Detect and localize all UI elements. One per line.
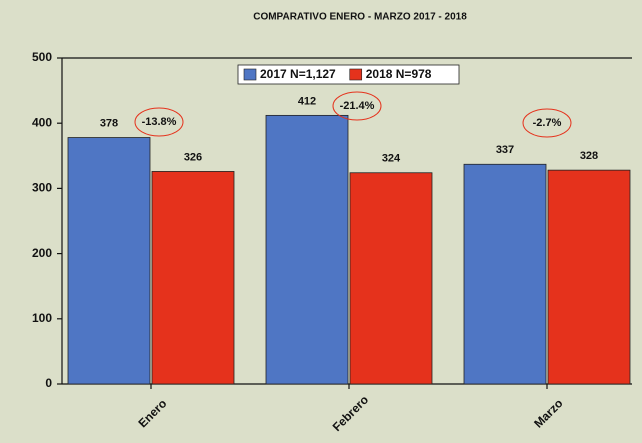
legend-box <box>237 64 460 85</box>
annotation-ellipse <box>134 107 184 137</box>
value-label: 337 <box>496 144 514 156</box>
legend: 2017 N=1,127 2018 N=978 <box>237 64 460 85</box>
value-label: 326 <box>184 151 202 163</box>
annotation-ellipse <box>332 91 382 121</box>
bar <box>463 163 547 385</box>
legend-label: 2018 N=978 <box>366 67 432 81</box>
y-tick-label: 200 <box>32 246 52 260</box>
annotation: -13.8% <box>142 116 177 128</box>
legend-swatch <box>349 68 363 81</box>
legend-swatch <box>243 68 257 81</box>
bar <box>265 114 349 385</box>
value-label: 412 <box>298 95 316 107</box>
y-tick-label: 500 <box>32 50 52 64</box>
annotation-ellipse <box>522 108 572 138</box>
y-tick-label: 100 <box>32 311 52 325</box>
annotation: -2.7% <box>533 117 562 129</box>
y-tick-label: 400 <box>32 115 52 129</box>
legend-label: 2017 N=1,127 <box>260 67 336 81</box>
annotation: -21.4% <box>340 100 375 112</box>
chart-title: COMPARATIVO ENERO - MARZO 2017 - 2018 <box>253 12 467 23</box>
y-tick-label: 300 <box>32 181 52 195</box>
value-label: 378 <box>100 117 118 129</box>
bar <box>151 171 235 385</box>
value-label: 328 <box>580 150 598 162</box>
bar <box>67 137 151 385</box>
bar <box>547 169 631 385</box>
y-tick-label: 0 <box>45 376 52 390</box>
value-label: 324 <box>382 153 401 165</box>
bar <box>349 172 433 385</box>
